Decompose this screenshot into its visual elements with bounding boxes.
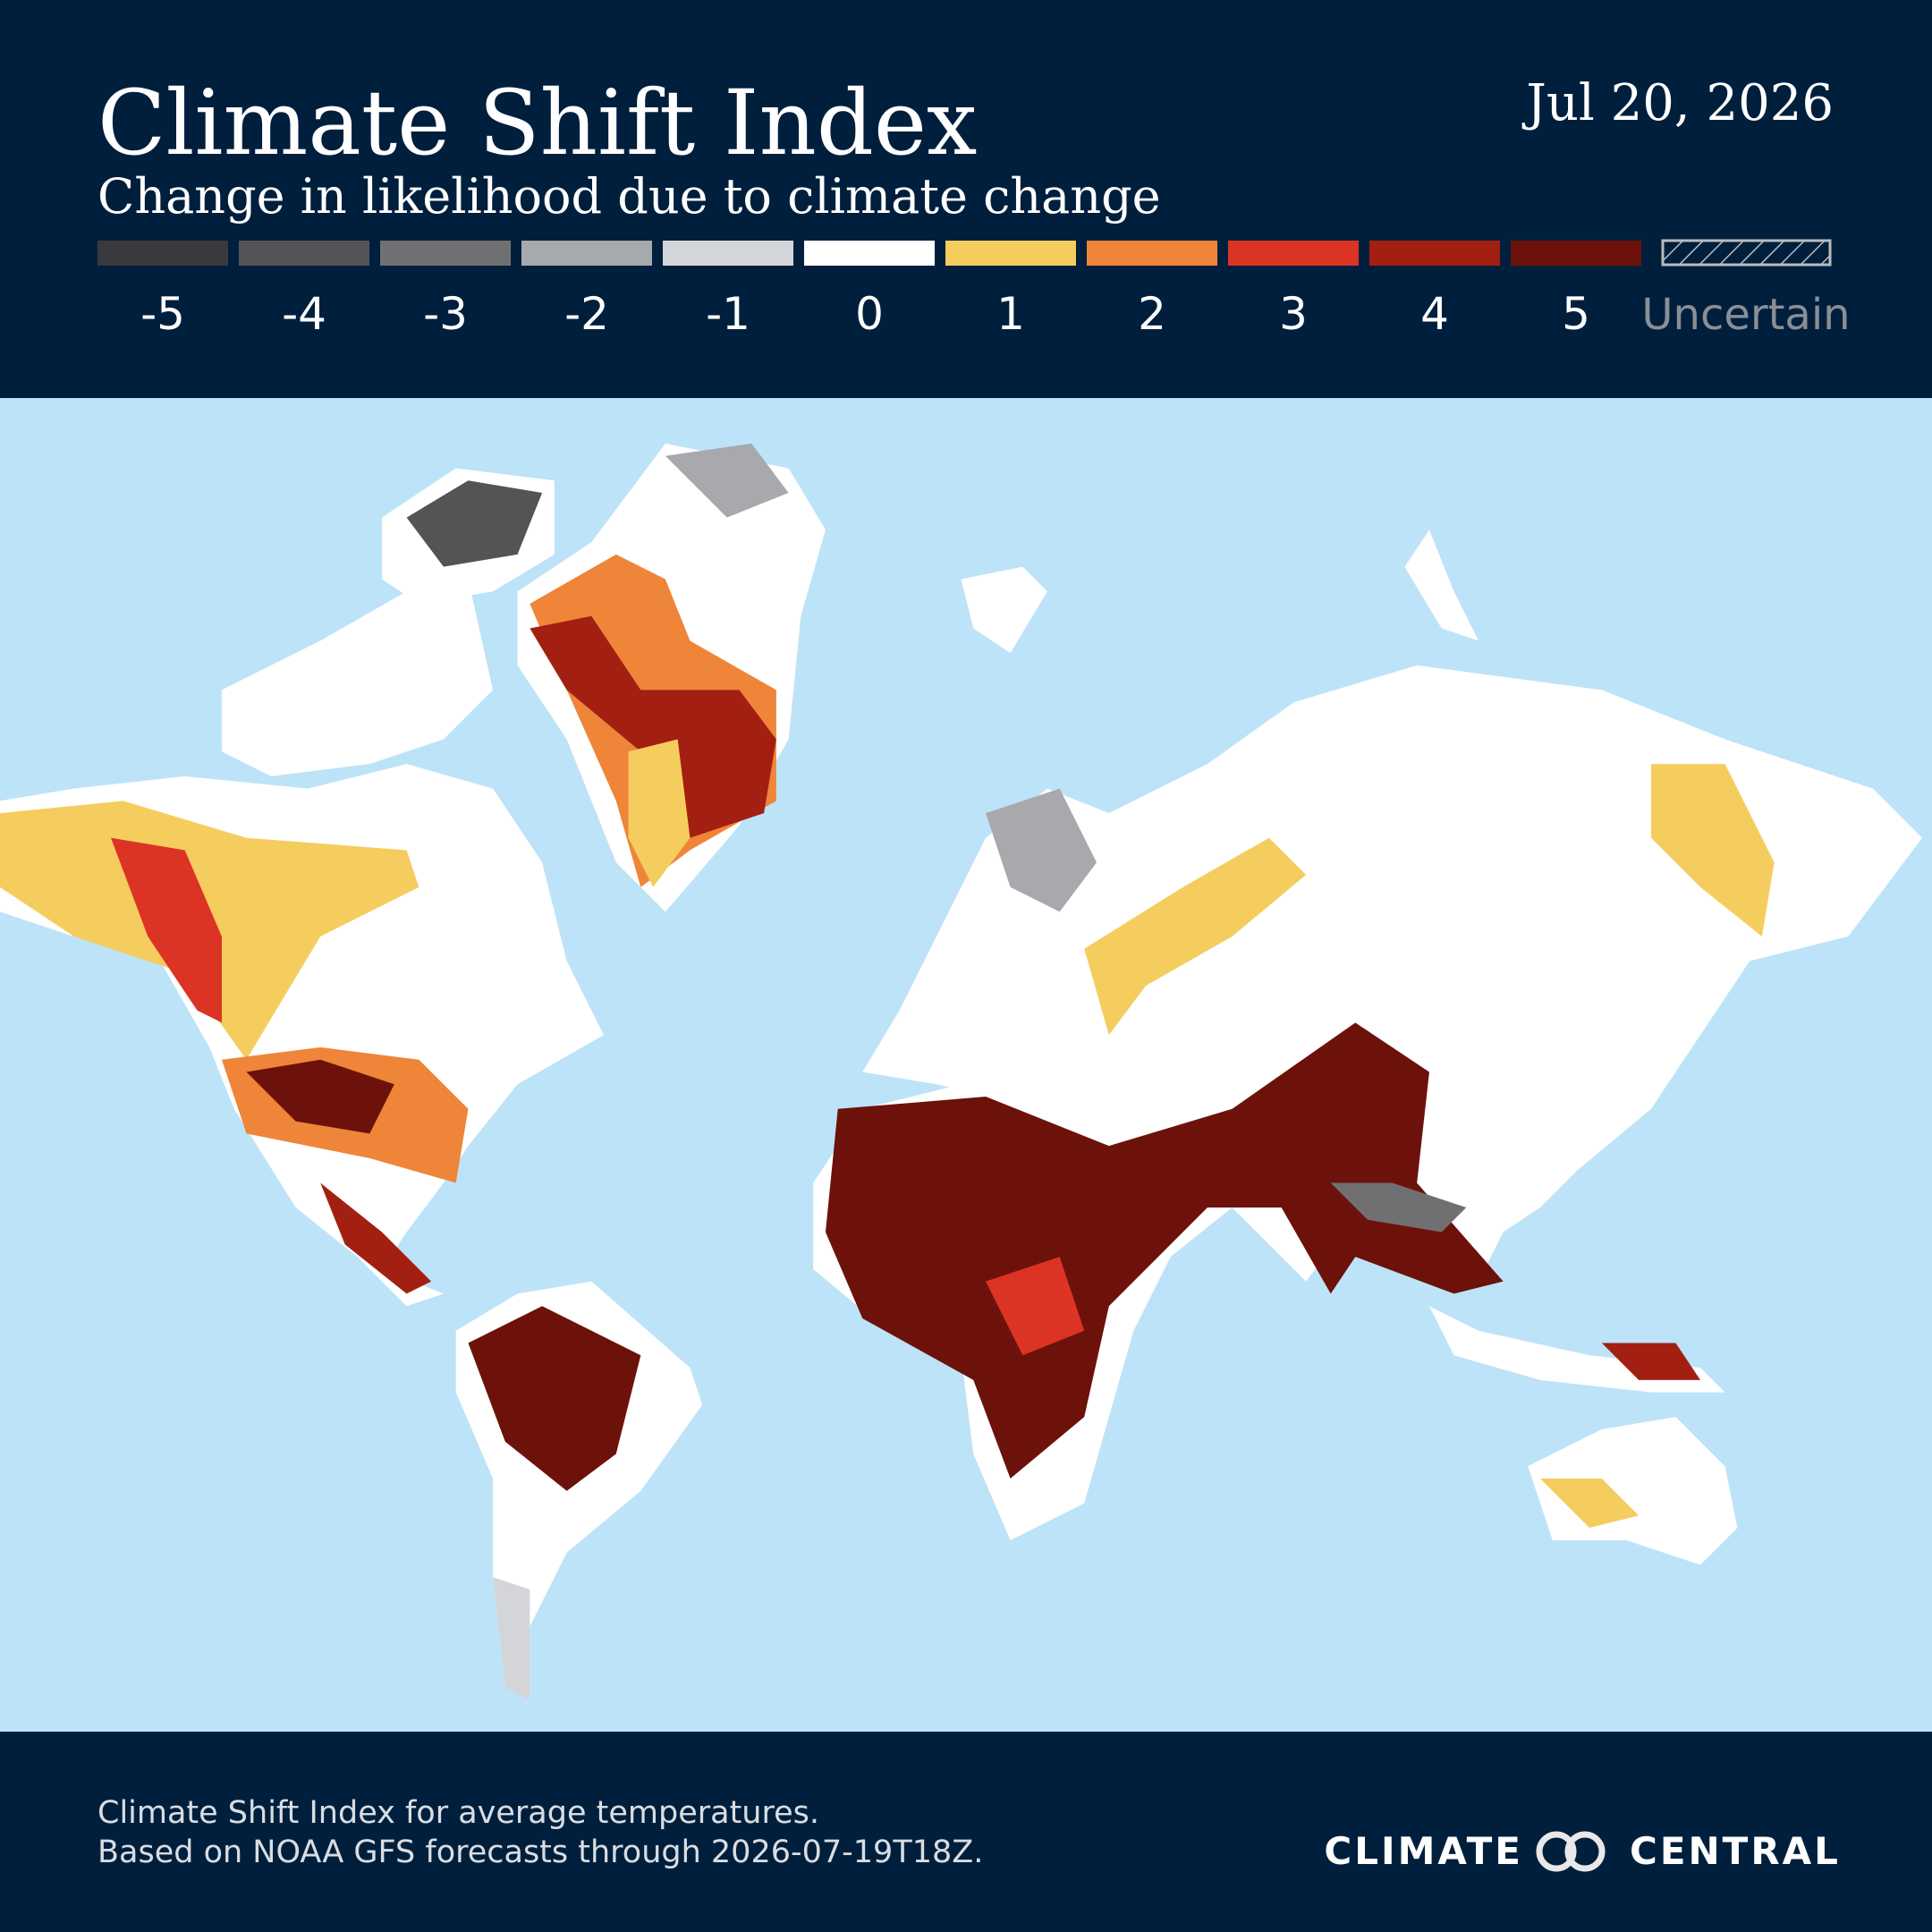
legend-label: -1 — [706, 288, 750, 340]
legend-swatch — [239, 241, 369, 266]
legend-swatch — [1511, 241, 1641, 266]
legend-swatch — [380, 241, 511, 266]
legend-swatch — [1369, 241, 1500, 266]
legend-label: -3 — [423, 288, 468, 340]
date: Jul 20, 2026 — [1521, 74, 1834, 132]
map — [0, 443, 1922, 1701]
logo-left: CLIMATE — [1324, 1829, 1523, 1873]
legend-label: 2 — [1138, 288, 1166, 340]
legend-swatch — [521, 241, 652, 266]
legend-swatch — [1087, 241, 1217, 266]
legend-swatch — [663, 241, 793, 266]
legend-swatch — [804, 241, 935, 266]
footer-line: Climate Shift Index for average temperat… — [97, 1795, 819, 1831]
legend-label: 3 — [1279, 288, 1308, 340]
legend-swatch — [945, 241, 1076, 266]
legend-swatch — [97, 241, 228, 266]
legend-label: 1 — [996, 288, 1025, 340]
logo-right: CENTRAL — [1630, 1829, 1841, 1873]
subtitle: Change in likelihood due to climate chan… — [97, 168, 1161, 225]
legend-label: -2 — [564, 288, 609, 340]
legend-label: 4 — [1420, 288, 1449, 340]
footer-line: Based on NOAA GFS forecasts through 2026… — [97, 1835, 983, 1870]
logo-icon — [1536, 1831, 1606, 1872]
legend-label: -4 — [282, 288, 326, 340]
legend-label: 0 — [855, 288, 884, 340]
legend-label: 5 — [1562, 288, 1590, 340]
header-band — [0, 0, 1932, 398]
anomaly-patches — [0, 443, 1775, 1701]
footer-band — [0, 1732, 1932, 1932]
title: Climate Shift Index — [97, 71, 977, 175]
legend-label: -5 — [140, 288, 185, 340]
legend: -5 -4 -3 -2 -1 0 1 2 3 4 5 Uncertain — [97, 239, 1851, 340]
legend-swatch-uncertain — [1661, 239, 1832, 267]
legend-swatch — [1228, 241, 1359, 266]
legend-label-uncertain: Uncertain — [1641, 290, 1850, 340]
